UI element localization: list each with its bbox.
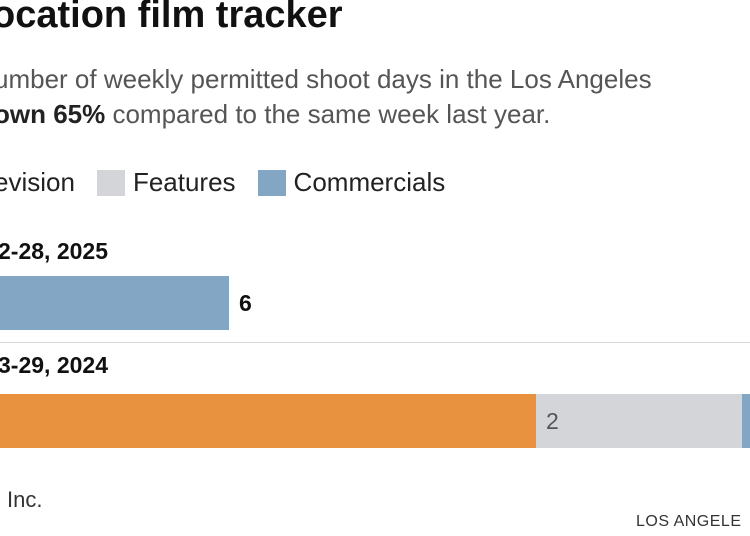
legend-item-features: Features xyxy=(96,167,236,198)
subtitle-highlight: own 65% xyxy=(0,99,106,129)
legend-label-commercials: Commercials xyxy=(293,167,446,197)
legend-item-commercials: Commercials xyxy=(257,167,446,198)
data-label-features-1: 2 xyxy=(546,408,559,434)
legend-swatch-commercials xyxy=(257,169,286,196)
chart-legend: evision Features Commercials xyxy=(0,167,467,198)
subtitle-line-2: own 65% compared to the same week last y… xyxy=(0,97,652,132)
group-label-2025: 2-28, 2025 xyxy=(0,238,108,264)
legend-item-television: evision xyxy=(0,167,75,198)
chart-title: ocation film tracker xyxy=(0,0,343,36)
legend-label-features: Features xyxy=(132,167,236,197)
bar-commercials-0 xyxy=(0,276,229,330)
subtitle-rest: compared to the same week last year. xyxy=(105,99,551,129)
data-label-commercials-0: 6 xyxy=(239,290,252,316)
publisher-credit: LOS ANGELE xyxy=(636,513,742,530)
source-note: Inc. xyxy=(7,487,43,512)
group-label-2024: 3-29, 2024 xyxy=(0,352,108,378)
subtitle-line-1: umber of weekly permitted shoot days in … xyxy=(0,64,652,94)
bar-commercials-1 xyxy=(742,394,750,448)
bar-television-1 xyxy=(0,394,536,448)
bar-features-1 xyxy=(536,394,742,448)
legend-swatch-features xyxy=(96,169,125,196)
chart-subtitle: umber of weekly permitted shoot days in … xyxy=(0,62,652,132)
legend-label-television: evision xyxy=(0,167,75,197)
